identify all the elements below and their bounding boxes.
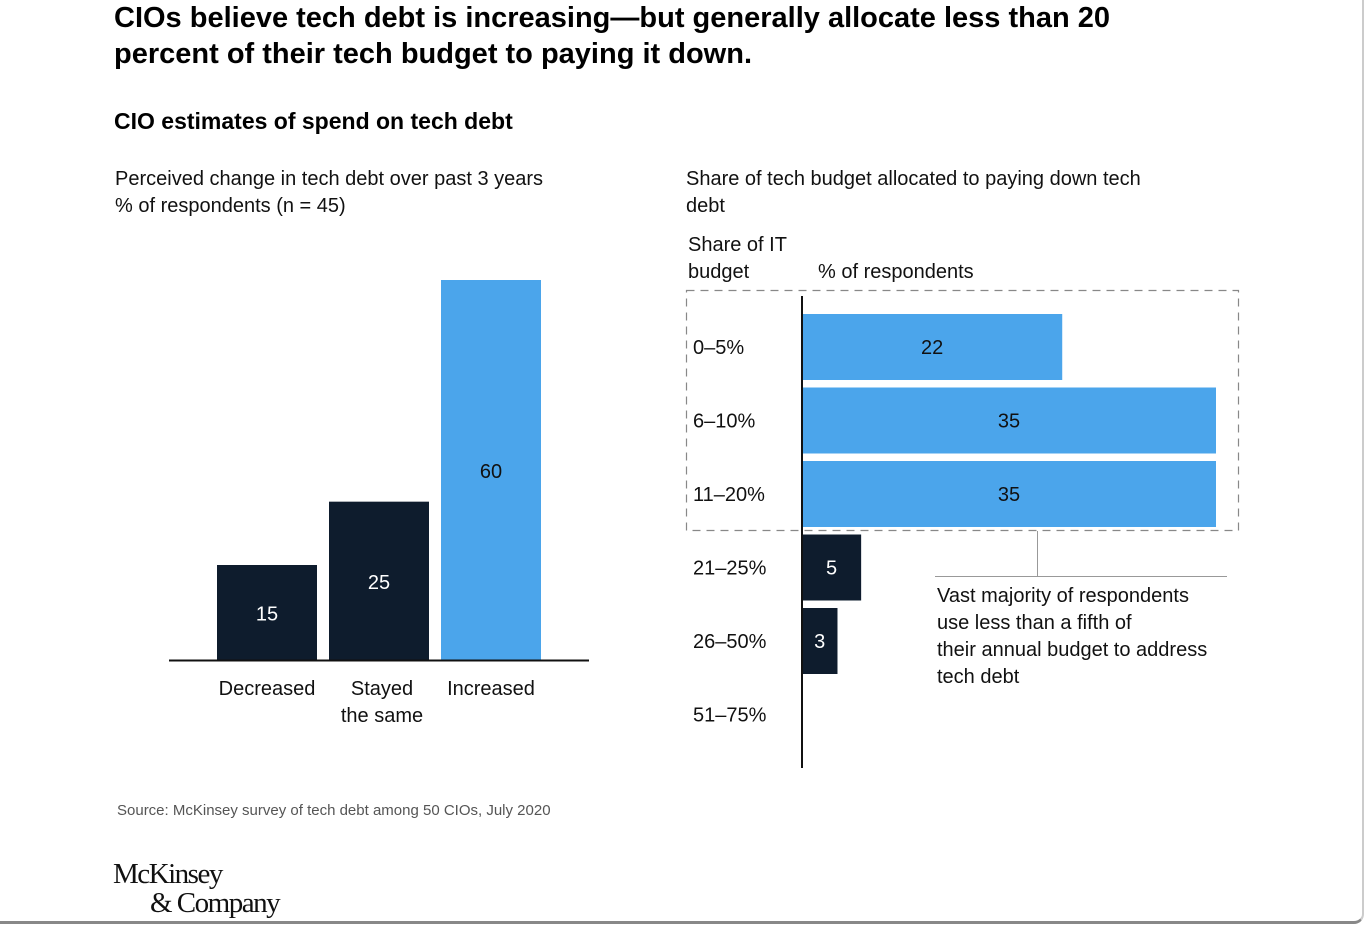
bar-11–20% — [802, 461, 1216, 527]
bar-26–50% — [802, 608, 838, 674]
right-chart-ylabel: Share of IT budget — [688, 234, 787, 283]
annotation-line: Vast majority of respondents — [937, 585, 1189, 607]
annotation-line: their annual budget to address — [937, 639, 1208, 661]
annotation-line: tech debt — [937, 666, 1020, 688]
chart-subtitle: CIO estimates of spend on tech debt — [114, 108, 513, 134]
x-tick-label: the same — [341, 705, 423, 727]
x-tick-label: Decreased — [219, 678, 316, 700]
x-tick-label: Increased — [447, 678, 535, 700]
data-label: 22 — [921, 337, 943, 359]
bar-decreased — [217, 565, 317, 660]
bar-6–10% — [802, 387, 1216, 454]
data-label: 60 — [480, 461, 502, 483]
logo-line2: & Company — [150, 887, 281, 919]
bar-21–25% — [802, 534, 862, 601]
highlight-box — [685, 289, 1240, 532]
data-label: 35 — [998, 484, 1020, 506]
data-label: 25 — [368, 572, 390, 594]
bar-0–5% — [802, 314, 1063, 380]
left-chart-title: Perceived change in tech debt over past … — [115, 168, 544, 190]
data-label: 15 — [256, 604, 278, 626]
annotation-text: Vast majority of respondents use less tha… — [937, 583, 1207, 691]
right-chart-title: Share of tech budget allocated to paying… — [686, 168, 1141, 217]
mckinsey-logo: McKinsey & Company — [113, 858, 281, 919]
y-tick-label: 26–50% — [693, 631, 767, 653]
y-tick-label: 11–20% — [693, 484, 765, 506]
data-label: 35 — [998, 411, 1020, 433]
page-title: CIOs believe tech debt is increasing—but… — [114, 2, 1111, 70]
annotation-line: use less than a fifth of — [937, 612, 1132, 634]
source-note: Source: McKinsey survey of tech debt amo… — [117, 802, 551, 819]
bar-increased — [441, 280, 541, 660]
bar-stayed-the-same — [329, 501, 429, 660]
y-tick-label: 0–5% — [693, 337, 744, 359]
y-tick-label: 21–25% — [693, 558, 767, 580]
y-tick-label: 6–10% — [693, 411, 755, 433]
left-chart-ylabel: % of respondents (n = 45) — [115, 195, 346, 217]
logo-line1: McKinsey — [113, 858, 223, 890]
x-tick-label: Stayed — [351, 678, 413, 700]
data-label: 5 — [826, 558, 837, 580]
data-label: 3 — [814, 631, 825, 653]
right-chart-xlabel: % of respondents — [818, 261, 974, 283]
y-tick-label: 51–75% — [693, 705, 767, 727]
